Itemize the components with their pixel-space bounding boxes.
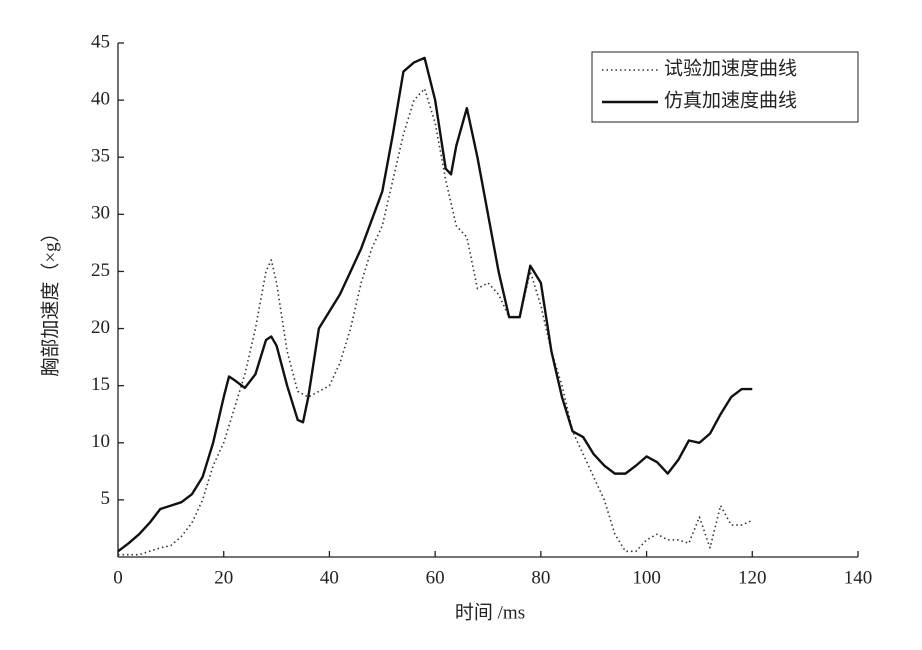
y-tick-label: 5 (101, 488, 111, 509)
legend-label: 试验加速度曲线 (664, 57, 797, 79)
y-tick-label: 15 (91, 374, 110, 395)
y-tick-label: 10 (91, 431, 110, 452)
x-tick-label: 80 (531, 567, 550, 588)
series-line (117, 56, 753, 553)
y-axis-label: 胸部加速度（×g） (39, 223, 61, 376)
x-tick-label: 140 (844, 567, 873, 588)
y-tick-label: 30 (91, 203, 110, 224)
x-tick-label: 120 (738, 567, 767, 588)
y-tick-label: 35 (91, 146, 110, 167)
y-tick-label: 40 (91, 88, 110, 109)
y-tick-label: 45 (91, 31, 110, 52)
x-tick-label: 0 (113, 567, 123, 588)
series-line (118, 87, 753, 556)
x-tick-label: 100 (632, 567, 661, 588)
x-tick-label: 60 (426, 567, 445, 588)
y-tick-label: 25 (91, 260, 110, 281)
legend-box (591, 51, 859, 123)
y-tick-label: 20 (91, 317, 110, 338)
legend-label: 仿真加速度曲线 (664, 89, 797, 111)
x-tick-label: 20 (214, 567, 233, 588)
x-axis-label: 时间 /ms (455, 601, 525, 623)
x-tick-label: 40 (320, 567, 339, 588)
